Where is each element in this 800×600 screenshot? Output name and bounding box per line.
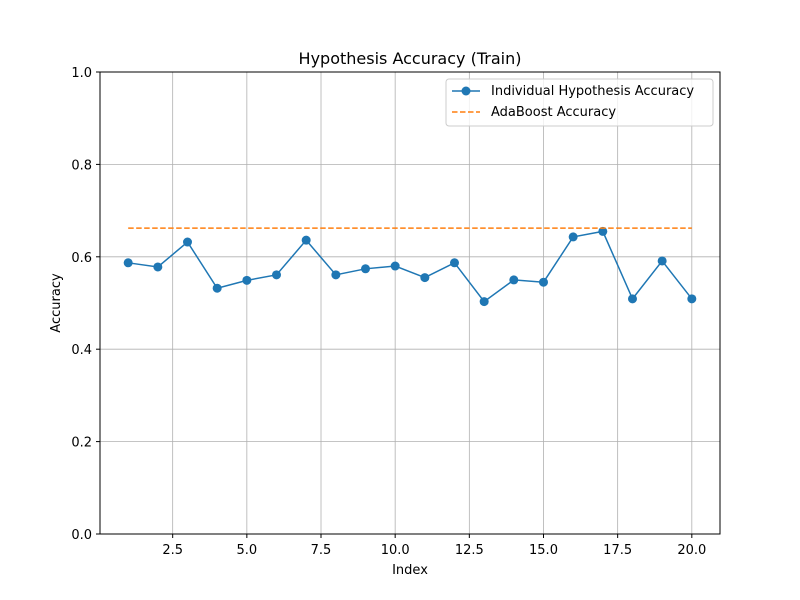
x-tick-label: 15.0 [529, 543, 558, 558]
data-point [627, 294, 637, 304]
x-axis-label: Index [392, 563, 428, 578]
axes-layer: 2.5 5.0 7.5 10.0 12.5 15.0 17.5 20.0 0.0 0.2 0.4 0.… [71, 66, 721, 558]
grid-layer [100, 71, 720, 535]
legend-box [445, 78, 714, 127]
data-point [390, 261, 400, 271]
x-tick-label: 20.0 [677, 543, 706, 558]
data-point [183, 237, 193, 247]
data-point [212, 283, 222, 293]
data-point [657, 256, 667, 266]
y-tick-label: 0.4 [71, 343, 92, 358]
y-tick-label: 1.0 [71, 66, 92, 81]
legend: Individual Hypothesis Accuracy AdaBoost … [445, 78, 714, 127]
data-point [509, 275, 519, 285]
x-tick-label: 17.5 [603, 543, 632, 558]
series-line-0 [128, 230, 693, 303]
data-point [361, 264, 371, 274]
x-tick-label: 12.5 [455, 543, 484, 558]
data-point [598, 226, 608, 236]
x-tick-label: 7.5 [311, 543, 332, 558]
data-point [420, 273, 430, 283]
legend-label-individual: Individual Hypothesis Accuracy [491, 84, 694, 99]
y-tick-label: 0.0 [71, 528, 92, 543]
plot-frame [99, 71, 721, 535]
data-point [242, 275, 252, 285]
x-tick-label: 5.0 [236, 543, 257, 558]
chart-title: Hypothesis Accuracy (Train) [299, 49, 522, 68]
legend-label-adaboost: AdaBoost Accuracy [491, 105, 616, 120]
data-point [301, 235, 311, 245]
y-tick-label: 0.8 [71, 158, 92, 173]
series-layer [123, 226, 697, 307]
legend-marker-individual [461, 86, 471, 96]
data-point [153, 262, 163, 272]
data-point [331, 270, 341, 280]
data-point [479, 297, 489, 307]
data-point [538, 277, 548, 287]
y-tick-label: 0.6 [71, 251, 92, 266]
y-tick-label: 0.2 [71, 436, 92, 451]
data-point [449, 258, 459, 268]
data-point [272, 270, 282, 280]
data-point [687, 294, 697, 304]
x-tick-label: 2.5 [162, 543, 183, 558]
data-point [568, 232, 578, 242]
x-tick-label: 10.0 [381, 543, 410, 558]
y-axis-label: Accuracy [49, 273, 64, 333]
data-point [123, 258, 133, 268]
